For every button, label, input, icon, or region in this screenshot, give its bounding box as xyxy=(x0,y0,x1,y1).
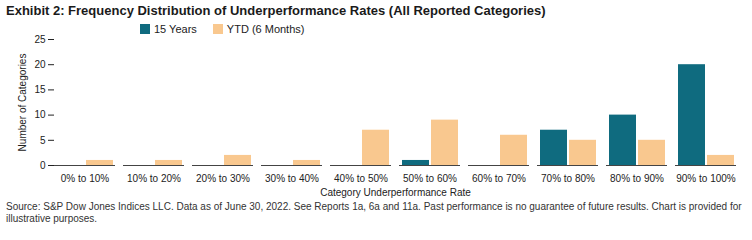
svg-text:70% to 80%: 70% to 80% xyxy=(541,173,595,184)
svg-text:90% to 100%: 90% to 100% xyxy=(676,173,736,184)
svg-text:10: 10 xyxy=(34,109,46,120)
svg-text:30% to 40%: 30% to 40% xyxy=(265,173,319,184)
svg-text:20: 20 xyxy=(34,59,46,70)
svg-text:15: 15 xyxy=(34,84,46,95)
svg-text:Category Underperformance Rate: Category Underperformance Rate xyxy=(320,187,471,198)
html-text:Exhibit 2: Frequency Distribut: Exhibit 2: Frequency Distribution of Und… xyxy=(6,3,546,18)
svg-text:0% to 10%: 0% to 10% xyxy=(61,173,109,184)
html-text:15 Years: 15 Years xyxy=(154,23,197,35)
svg-text:25: 25 xyxy=(34,34,46,45)
svg-text:0: 0 xyxy=(40,160,46,171)
svg-text:40% to 50%: 40% to 50% xyxy=(334,173,388,184)
svg-text:60% to 70%: 60% to 70% xyxy=(472,173,526,184)
svg-text:50% to 60%: 50% to 60% xyxy=(403,173,457,184)
svg-text:10% to 20%: 10% to 20% xyxy=(127,173,181,184)
svg-text:5: 5 xyxy=(40,135,46,146)
html-text:Source: S&P Dow Jones Indices: Source: S&P Dow Jones Indices LLC. Data … xyxy=(6,201,742,224)
svg-text:20% to 30%: 20% to 30% xyxy=(196,173,250,184)
svg-text:Number of Categories: Number of Categories xyxy=(17,54,28,152)
html-text:YTD (6 Months): YTD (6 Months) xyxy=(226,23,305,35)
svg-text:80% to 90%: 80% to 90% xyxy=(610,173,664,184)
